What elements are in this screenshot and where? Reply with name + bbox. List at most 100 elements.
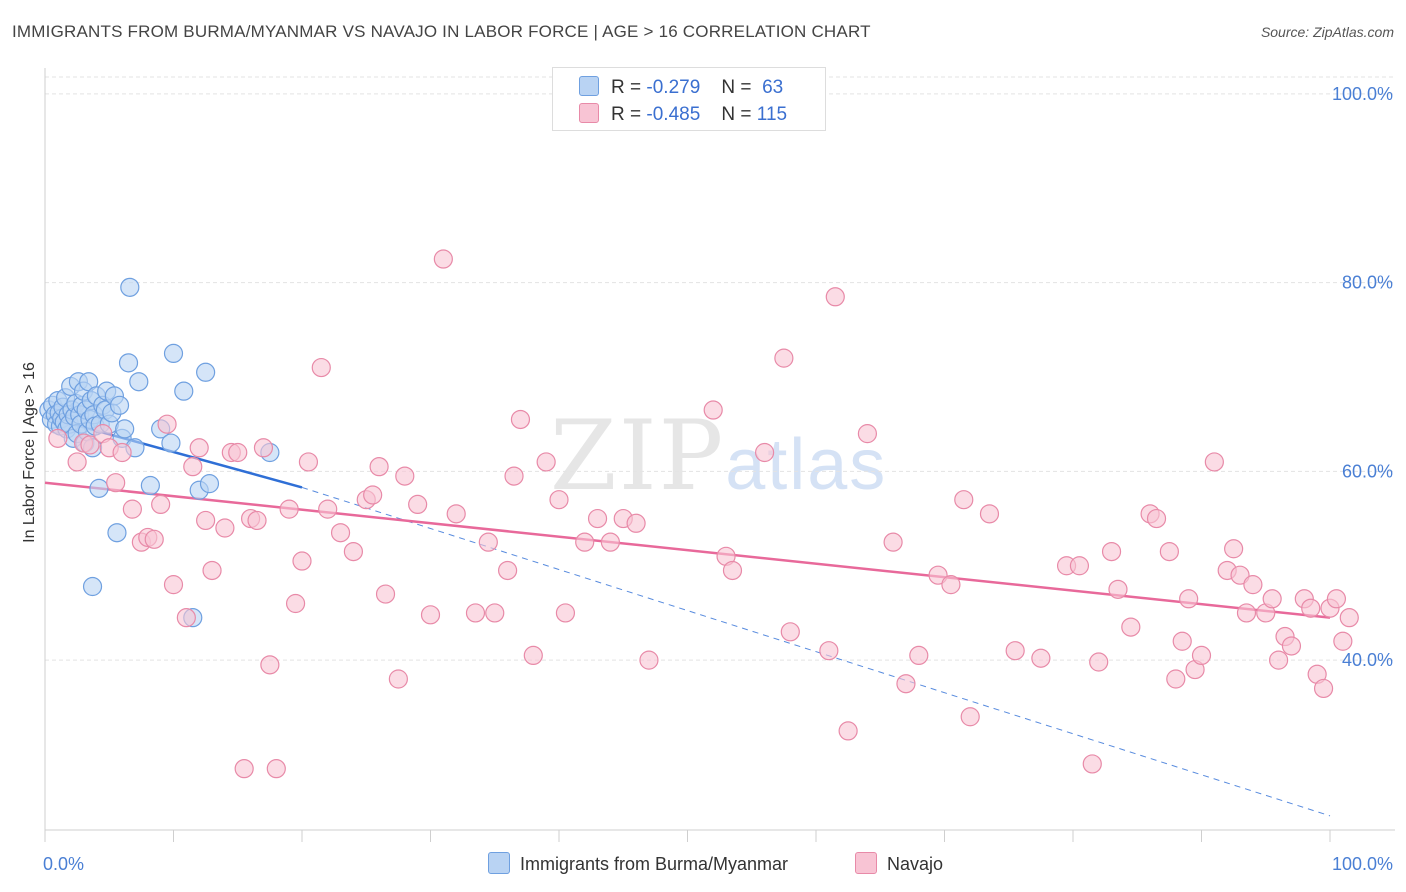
data-point [504,466,524,486]
data-point [1326,589,1347,609]
data-point [89,478,109,498]
data-point [1333,631,1353,651]
legend-r-label-burma: R = [611,77,642,98]
data-point [1230,565,1250,585]
data-point [626,513,646,533]
data-point [446,504,466,524]
data-point [722,560,743,581]
data-point [330,523,351,543]
y-tick-label: 100.0% [1332,84,1393,104]
data-point [375,584,396,604]
data-point [253,438,274,458]
data-point [1313,678,1334,699]
data-point [523,645,543,666]
data-point [176,608,196,628]
y-axis-label: In Labor Force | Age > 16 [21,362,38,543]
x-tick-label: 100.0% [1332,854,1393,874]
data-point [909,645,929,666]
data-point [420,605,441,625]
bottom-legend-navajo: Navajo [855,852,943,875]
data-point [388,669,408,689]
data-point [1204,452,1224,472]
data-point [465,603,486,623]
data-point [157,414,177,434]
legend-r-label-navajo: R = [611,104,642,125]
data-point [174,381,194,401]
data-point [941,575,961,595]
data-point [928,565,948,585]
legend-swatch-burma [579,76,599,96]
data-point [279,499,299,519]
data-point [363,485,383,505]
data-point [485,603,505,623]
data-point [140,475,160,496]
data-point [703,400,723,420]
data-point [1069,556,1090,576]
data-point [215,518,235,538]
data-point [298,452,319,472]
data-point [774,348,794,368]
data-point [199,474,220,494]
data-point [129,372,149,392]
data-point [754,442,775,463]
data-point [228,442,248,463]
grid-lines [45,76,1395,661]
data-point [510,409,531,430]
bottom-legend-label-navajo: Navajo [887,854,944,874]
data-point [163,343,184,364]
data-point [1089,652,1109,672]
bottom-legend-burma: Immigrants from Burma/Myanmar [488,852,788,875]
data-point [979,504,1000,524]
data-point [587,508,608,529]
data-point [196,510,216,531]
legend-n-value-navajo: 115 [756,104,788,125]
data-points [39,249,1359,779]
data-point [260,655,280,675]
data-point [555,603,576,623]
data-point [122,499,142,519]
data-point [311,357,331,378]
data-point [1166,669,1186,689]
data-point [1243,575,1263,595]
data-point [857,424,878,444]
data-point [318,499,338,519]
data-point [112,442,132,463]
data-point [151,494,171,515]
data-point [883,532,903,552]
legend-row-burma: R = -0.279 N = 63 [579,76,783,99]
data-point [1268,650,1289,670]
data-point [1281,636,1302,656]
legend-r-value-burma: -0.279 [646,77,701,98]
data-point [1224,539,1244,559]
data-point [536,452,556,472]
axes [44,68,1395,842]
watermark-zip: ZIP [550,400,726,512]
data-point [189,438,209,458]
trend-line-navajo [44,481,1331,619]
chart-title: IMMIGRANTS FROM BURMA/MYANMAR VS NAVAJO … [12,22,871,41]
data-point [163,575,184,595]
data-point [1031,648,1051,668]
data-point [960,707,980,727]
watermark: ZIPatlas [550,400,887,512]
data-point [183,457,203,477]
legend-n-label-burma: N = [721,77,752,98]
data-point [549,490,569,510]
trend-line-extended [301,486,1331,817]
data-point [196,362,216,382]
data-point [780,622,800,642]
bottom-legend-swatch-burma [488,852,510,874]
data-point [109,395,130,415]
data-point [1262,589,1282,609]
legend-n-value-burma: 63 [762,77,784,98]
data-point [838,721,858,741]
data-point [247,510,267,531]
data-point [67,452,87,472]
data-point [161,433,181,453]
data-point [1172,631,1192,651]
data-point [1159,541,1179,562]
data-point [266,759,286,779]
data-point [1301,598,1321,618]
data-point [478,532,498,552]
data-point [395,466,415,486]
